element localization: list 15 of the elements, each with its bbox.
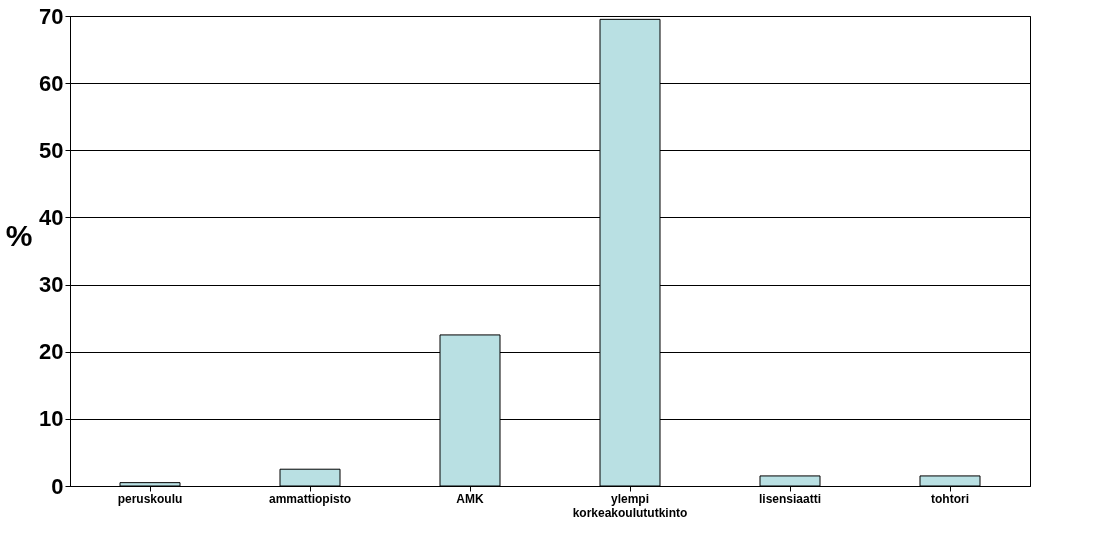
y-tick-label: 50 [39,137,64,163]
y-tick-label: 30 [39,272,64,298]
y-axis-title: % [5,218,33,252]
x-tick-label: ammattiopisto [268,491,352,506]
x-tick-label: tohtori [931,491,969,506]
x-tick-label: peruskoulu [117,491,183,506]
x-tick-label: AMK [456,491,484,506]
y-tick-label: 10 [39,406,64,432]
y-tick-label: 0 [51,473,64,499]
y-tick-label: 20 [39,339,64,365]
y-tick-label: 60 [39,70,64,96]
y-tick-label: 70 [39,3,64,29]
x-tick-label: lisensiaatti [758,491,822,506]
y-tick-label: 40 [39,204,64,230]
x-tick-label: ylempi korkeakoulututkinto [572,491,688,520]
